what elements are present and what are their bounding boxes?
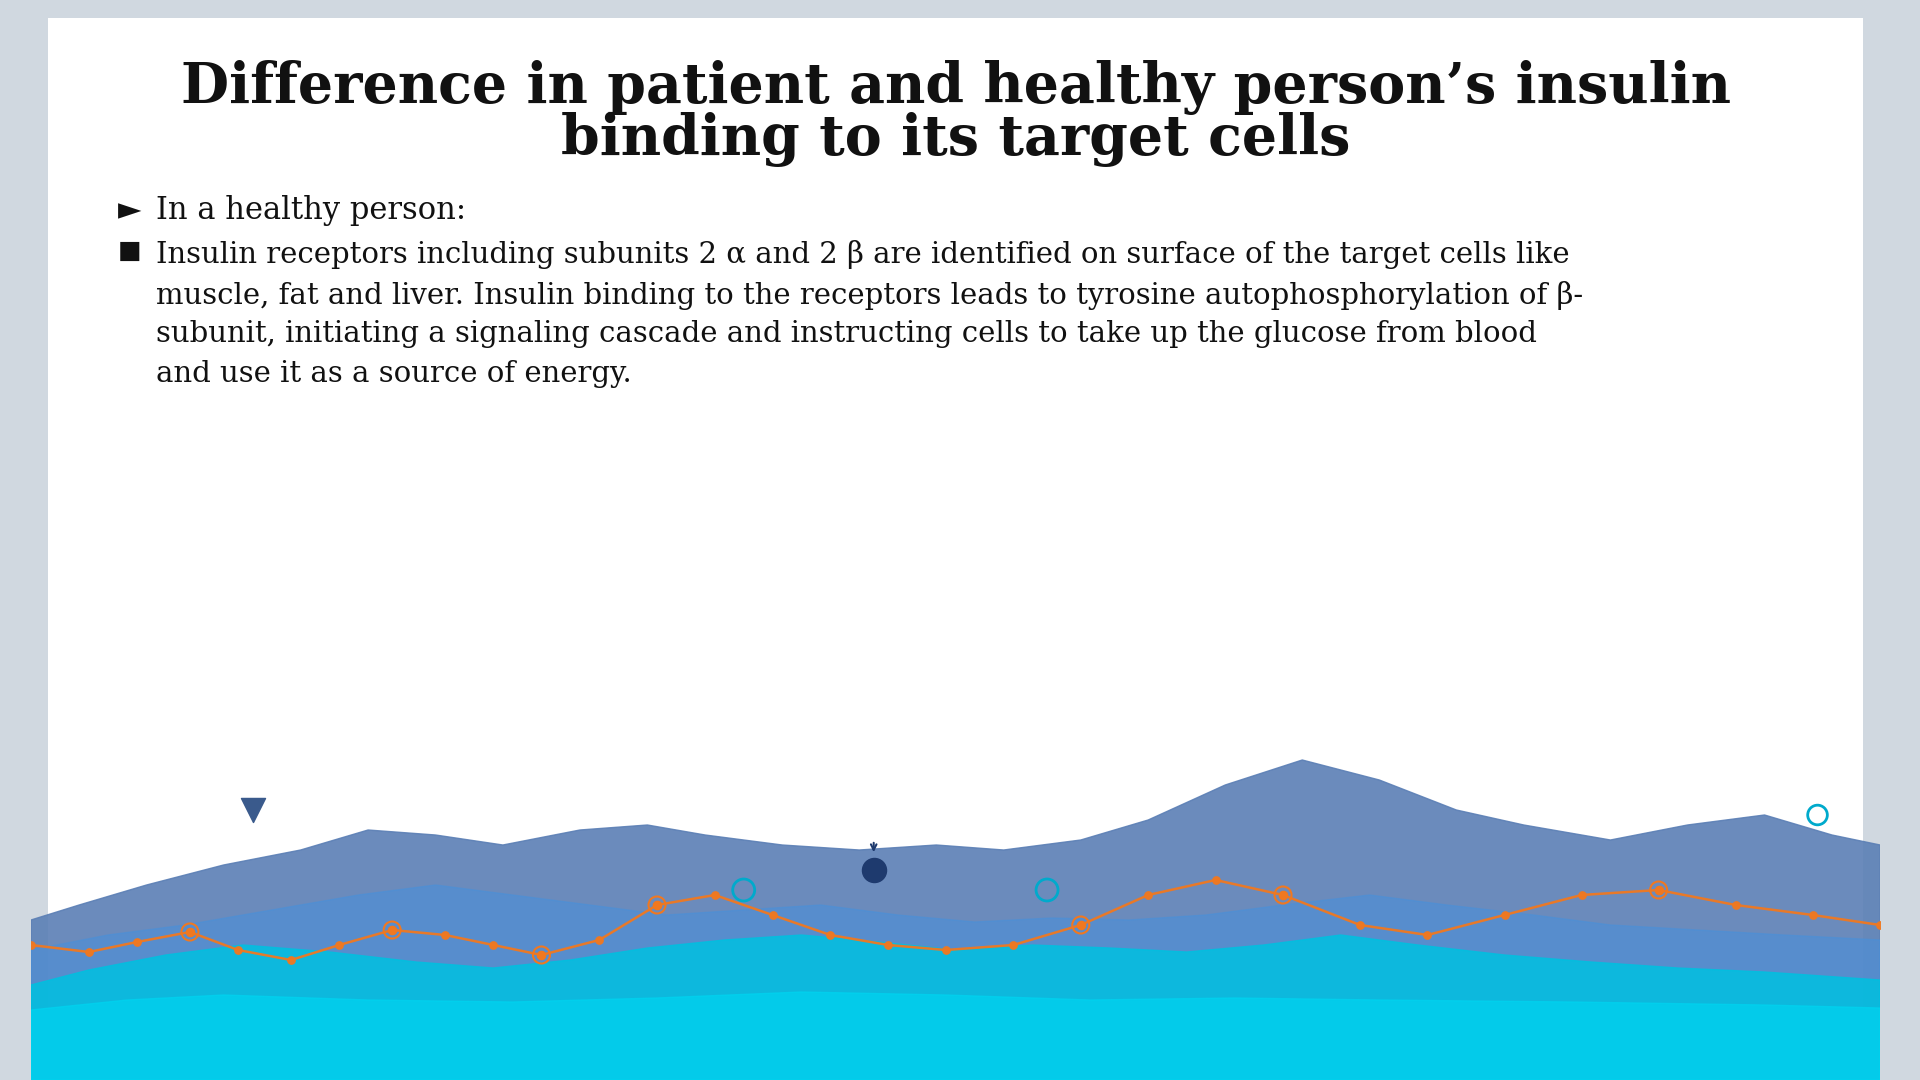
Point [175, 923, 205, 941]
Point [15, 936, 46, 954]
Point [1267, 887, 1298, 904]
Point [430, 927, 461, 944]
Point [376, 921, 407, 939]
Point [1200, 872, 1231, 889]
Point [584, 931, 614, 948]
Text: In a healthy person:: In a healthy person: [156, 195, 467, 226]
Point [1066, 916, 1096, 933]
Point [814, 927, 845, 944]
Point [858, 862, 889, 879]
Polygon shape [31, 885, 1880, 1080]
Point [1066, 916, 1096, 933]
Point [1797, 906, 1828, 923]
Point [121, 933, 152, 950]
Point [1864, 916, 1895, 933]
Text: ►: ► [117, 195, 142, 226]
Point [1644, 881, 1674, 899]
Point [1644, 881, 1674, 899]
Point [238, 801, 269, 819]
Point [1267, 887, 1298, 904]
Point [641, 896, 672, 914]
Text: Insulin receptors including subunits 2 α and 2 β are identified on surface of th: Insulin receptors including subunits 2 α… [156, 240, 1584, 388]
Point [874, 936, 904, 954]
Point [1490, 906, 1521, 923]
Point [1344, 916, 1375, 933]
Point [641, 896, 672, 914]
Point [1567, 887, 1597, 904]
Point [175, 923, 205, 941]
Point [1031, 881, 1062, 899]
Text: binding to its target cells: binding to its target cells [561, 112, 1350, 167]
Point [276, 951, 307, 969]
Point [73, 943, 104, 960]
Text: ■: ■ [117, 240, 142, 264]
Point [998, 936, 1029, 954]
Point [478, 936, 509, 954]
Point [931, 942, 962, 959]
Polygon shape [31, 935, 1880, 1080]
Point [728, 881, 758, 899]
Polygon shape [31, 760, 1880, 1080]
Point [1066, 916, 1096, 933]
Point [641, 896, 672, 914]
Point [526, 946, 557, 963]
Point [1133, 887, 1164, 904]
Point [526, 946, 557, 963]
Point [1720, 896, 1751, 914]
Text: Difference in patient and healthy person’s insulin: Difference in patient and healthy person… [180, 60, 1730, 114]
Point [526, 946, 557, 963]
Point [376, 921, 407, 939]
Point [175, 923, 205, 941]
Polygon shape [31, 993, 1880, 1080]
Point [1644, 881, 1674, 899]
Point [1267, 887, 1298, 904]
Point [699, 887, 730, 904]
Point [324, 936, 355, 954]
Point [1411, 927, 1442, 944]
Point [756, 906, 787, 923]
Point [526, 946, 557, 963]
Point [223, 942, 253, 959]
Point [376, 921, 407, 939]
Point [1803, 807, 1834, 824]
